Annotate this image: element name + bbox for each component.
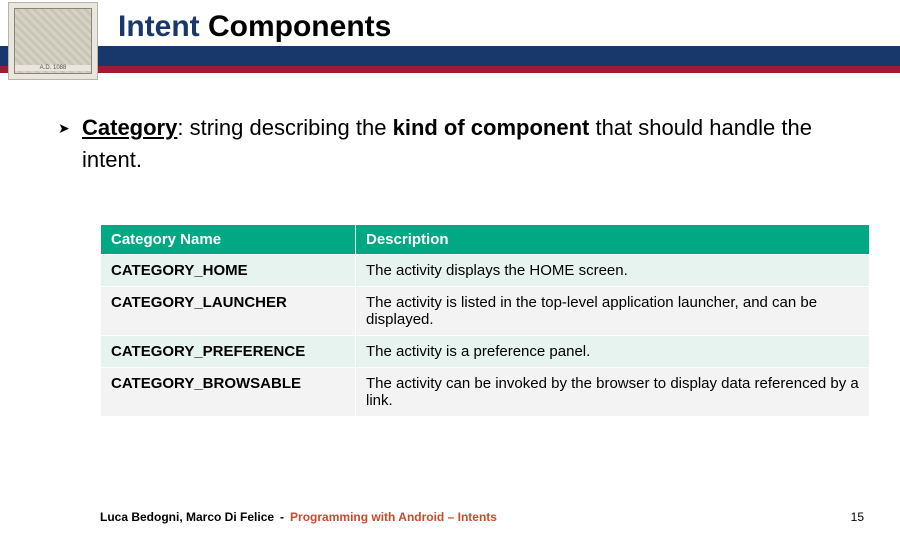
university-logo: A.D. 1088: [8, 2, 98, 80]
logo-caption: A.D. 1088: [15, 65, 91, 71]
slide-title: Intent Components: [118, 10, 391, 44]
bullet-middle: : string describing the: [177, 115, 392, 140]
title-part2: Components: [200, 10, 392, 43]
footer-authors: Luca Bedogni, Marco Di Felice: [100, 510, 274, 524]
cell-name: CATEGORY_HOME: [101, 255, 356, 287]
cell-name: CATEGORY_PREFERENCE: [101, 336, 356, 368]
table-row: CATEGORY_PREFERENCE The activity is a pr…: [101, 336, 870, 368]
kind-label: kind of component: [393, 115, 590, 140]
title-part1: Intent: [118, 10, 200, 43]
category-label: Category: [82, 115, 177, 140]
slide-footer: Luca Bedogni, Marco Di Felice - Programm…: [100, 510, 880, 524]
cell-name: CATEGORY_BROWSABLE: [101, 368, 356, 417]
header-underline: [0, 66, 900, 73]
table-row: CATEGORY_BROWSABLE The activity can be i…: [101, 368, 870, 417]
table-row: CATEGORY_LAUNCHER The activity is listed…: [101, 287, 870, 336]
col-header-name: Category Name: [101, 225, 356, 255]
footer-page: 15: [851, 510, 880, 524]
col-header-desc: Description: [356, 225, 870, 255]
header-bar: [0, 46, 900, 66]
cell-name: CATEGORY_LAUNCHER: [101, 287, 356, 336]
bullet-icon: ➤: [58, 118, 70, 138]
cell-desc: The activity is listed in the top-level …: [356, 287, 870, 336]
cell-desc: The activity displays the HOME screen.: [356, 255, 870, 287]
cell-desc: The activity is a preference panel.: [356, 336, 870, 368]
footer-topic: Programming with Android – Intents: [290, 510, 497, 524]
bullet-item: ➤ Category: string describing the kind o…: [82, 112, 870, 176]
category-table: Category Name Description CATEGORY_HOME …: [100, 224, 870, 417]
footer-dash: -: [280, 510, 284, 524]
table-header-row: Category Name Description: [101, 225, 870, 255]
cell-desc: The activity can be invoked by the brows…: [356, 368, 870, 417]
table-row: CATEGORY_HOME The activity displays the …: [101, 255, 870, 287]
bullet-text: Category: string describing the kind of …: [82, 115, 812, 172]
